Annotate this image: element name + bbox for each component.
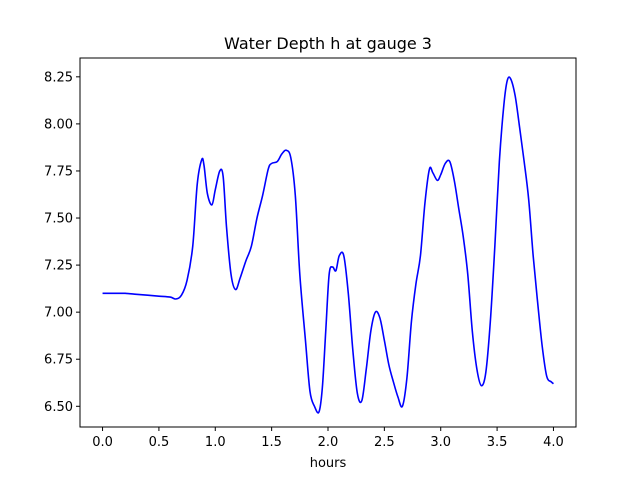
- x-tick-label: 1.5: [261, 435, 282, 450]
- y-tick-label: 7.50: [44, 212, 73, 227]
- plot-frame: [79, 57, 577, 428]
- x-tick-label: 4.0: [543, 435, 564, 450]
- x-tick-label: 3.5: [487, 435, 508, 450]
- y-tick-label: 7.00: [44, 306, 73, 321]
- y-tick-label: 6.75: [44, 353, 73, 368]
- x-tick-label: 2.5: [374, 435, 395, 450]
- y-tick-label: 8.25: [44, 70, 73, 85]
- y-tick-label: 7.75: [44, 164, 73, 179]
- x-tick-label: 1.0: [205, 435, 226, 450]
- x-tick-label: 0.5: [149, 435, 170, 450]
- x-tick-label: 2.0: [318, 435, 339, 450]
- series-line-0: [102, 76, 554, 414]
- x-axis-title: hours: [310, 456, 347, 471]
- chart-title: Water Depth h at gauge 3: [224, 34, 432, 53]
- x-tick-label: 0.0: [92, 435, 113, 450]
- x-tick-label: 3.0: [430, 435, 451, 450]
- y-tick-label: 6.50: [44, 400, 73, 415]
- plot-area: 0.0 0.5 1.0 1.5 2.0 2.5 3.0 3.5 4.0 6.50 6.75 7.00 7…: [44, 57, 577, 450]
- y-tick-label: 7.25: [44, 259, 73, 274]
- y-tick-label: 8.00: [44, 117, 73, 132]
